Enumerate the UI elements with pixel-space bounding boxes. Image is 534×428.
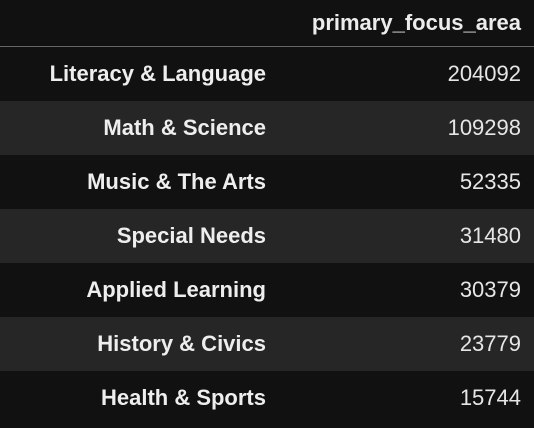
column-header: primary_focus_area [266,0,534,47]
table-row: Applied Learning 30379 [0,263,534,317]
table-row: Literacy & Language 204092 [0,46,534,101]
row-value: 204092 [447,61,521,86]
row-label: Math & Science [103,115,266,140]
table-header: primary_focus_area [0,0,534,47]
row-label: Health & Sports [100,385,266,410]
table-body: Literacy & Language 204092 Math & Scienc… [0,46,534,425]
index-header-cell [0,0,266,47]
row-label: Music & The Arts [87,169,266,194]
row-value: 52335 [459,169,521,194]
row-value: 31480 [459,223,521,248]
table-row: Special Needs 31480 [0,209,534,263]
table-row: Health & Sports 15744 [0,371,534,425]
row-label: Literacy & Language [49,61,266,86]
header-row: primary_focus_area [0,0,534,47]
row-value: 109298 [447,115,521,140]
row-value: 23779 [459,331,521,356]
table-row: Music & The Arts 52335 [0,155,534,209]
row-value: 30379 [459,277,521,302]
row-label: Applied Learning [86,277,266,302]
table-row: Math & Science 109298 [0,101,534,155]
table-row: History & Civics 23779 [0,317,534,371]
row-label: Special Needs [116,223,266,248]
row-label: History & Civics [97,331,266,356]
row-value: 15744 [459,385,521,410]
